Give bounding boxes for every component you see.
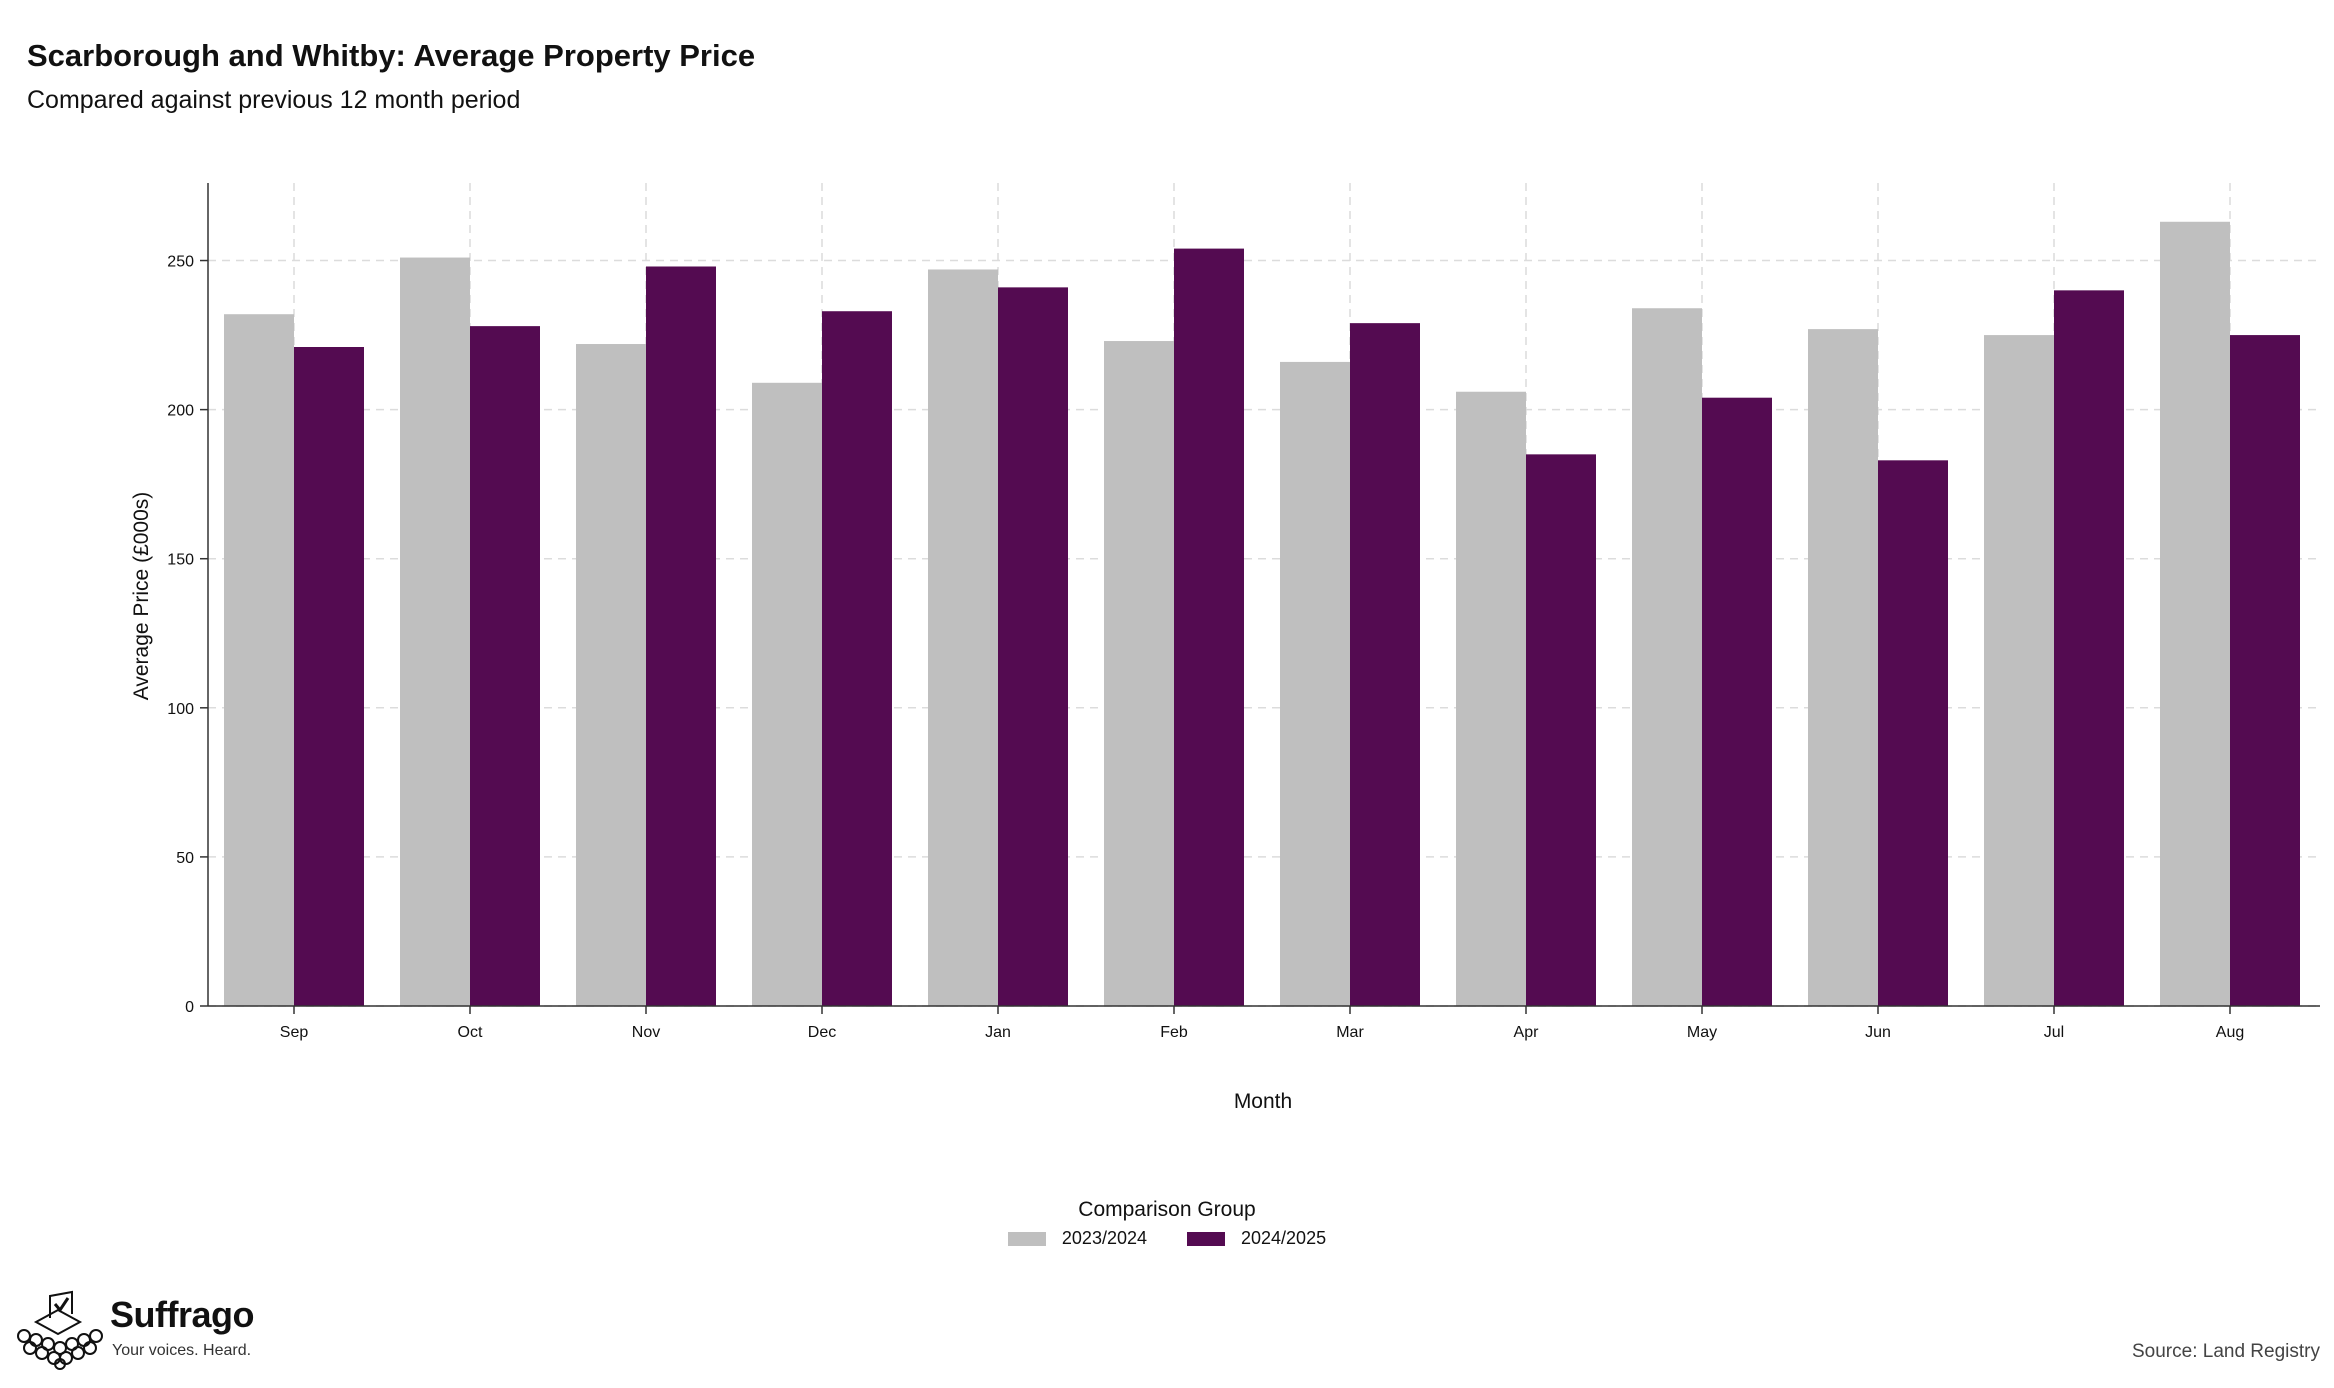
bar-2024-2025-jan (998, 287, 1068, 1006)
ballot-box-crowd-icon (17, 1290, 103, 1370)
legend-item-2024-2025: 2024/2025 (1187, 1228, 1326, 1249)
bar-2024-2025-may (1702, 397, 1772, 1006)
bar-2024-2025-nov (646, 266, 716, 1006)
brand-tagline: Your voices. Heard. (112, 1342, 252, 1359)
brand-name: Suffrago (110, 1294, 255, 1335)
bars (224, 221, 2300, 1007)
chart-subtitle: Compared against previous 12 month perio… (27, 86, 521, 114)
tick-labels: 0 50 100 150 200 250 Sep Oct Nov Dec Jan Feb Mar Apr M… (167, 254, 2244, 1041)
x-tick-label: Apr (1514, 1024, 1540, 1041)
y-tick-label: 200 (167, 403, 194, 420)
x-tick-label: Oct (458, 1024, 483, 1041)
x-tick-label: Jan (985, 1024, 1011, 1041)
x-tick-label: Sep (280, 1024, 309, 1041)
suffrago-logo: Suffrago Your voices. Heard. (14, 1290, 264, 1370)
bar-2023-2024-feb (1104, 341, 1174, 1006)
x-tick-label: Aug (2216, 1024, 2244, 1041)
bar-2024-2025-jul (2054, 290, 2124, 1006)
bar-2023-2024-apr (1456, 391, 1526, 1006)
x-tick-label: Jun (1865, 1024, 1891, 1041)
bar-2023-2024-dec (752, 382, 822, 1006)
legend-swatch-2024-2025 (1187, 1231, 1225, 1246)
bar-2023-2024-jun (1808, 329, 1878, 1006)
legend-item-2023-2024: 2023/2024 (1007, 1228, 1147, 1249)
x-tick-label: Nov (632, 1024, 660, 1041)
x-axis-title: Month (1234, 1090, 1292, 1113)
bar-2024-2025-oct (470, 326, 540, 1006)
legend-items: 2023/2024 2024/2025 (1007, 1228, 1326, 1249)
bar-2023-2024-oct (400, 257, 470, 1006)
legend-label-2024-2025: 2024/2025 (1241, 1228, 1327, 1248)
y-tick-label: 100 (167, 701, 194, 718)
bar-2024-2025-feb (1174, 248, 1244, 1007)
x-tick-label: Mar (1336, 1024, 1364, 1041)
bar-2023-2024-may (1632, 308, 1702, 1006)
chart-title: Scarborough and Whitby: Average Property… (27, 38, 756, 73)
bar-2023-2024-jan (928, 269, 998, 1007)
legend-label-2023-2024: 2023/2024 (1061, 1228, 1147, 1248)
bar-2024-2025-dec (822, 311, 892, 1006)
legend-title: Comparison Group (1078, 1198, 1256, 1221)
legend: Comparison Group 2023/2024 2024/2025 (0, 1198, 2334, 1251)
legend-swatch-2023-2024 (1007, 1231, 1046, 1246)
y-tick-label: 0 (185, 999, 194, 1016)
bar-2024-2025-sep (294, 347, 364, 1006)
bar-2023-2024-mar (1280, 361, 1350, 1006)
bar-2024-2025-jun (1878, 460, 1948, 1007)
y-tick-label: 50 (176, 850, 194, 867)
bar-2023-2024-aug (2160, 221, 2230, 1006)
bar-2023-2024-sep (224, 314, 294, 1007)
x-tick-label: Feb (1160, 1024, 1188, 1041)
bar-2024-2025-mar (1350, 323, 1420, 1006)
y-axis-title: Average Price (£000s) (130, 492, 153, 701)
axes (200, 183, 2320, 1014)
x-tick-label: Dec (808, 1024, 836, 1041)
y-tick-label: 150 (167, 552, 194, 569)
y-tick-label: 250 (167, 254, 194, 271)
bar-2023-2024-jul (1984, 335, 2054, 1007)
bar-2024-2025-aug (2230, 335, 2300, 1007)
x-tick-label: May (1687, 1024, 1717, 1041)
x-tick-label: Jul (2044, 1024, 2064, 1041)
bar-2024-2025-apr (1526, 454, 1596, 1006)
bar-2023-2024-nov (576, 344, 646, 1006)
source-note: Source: Land Registry (2132, 1341, 2320, 1362)
